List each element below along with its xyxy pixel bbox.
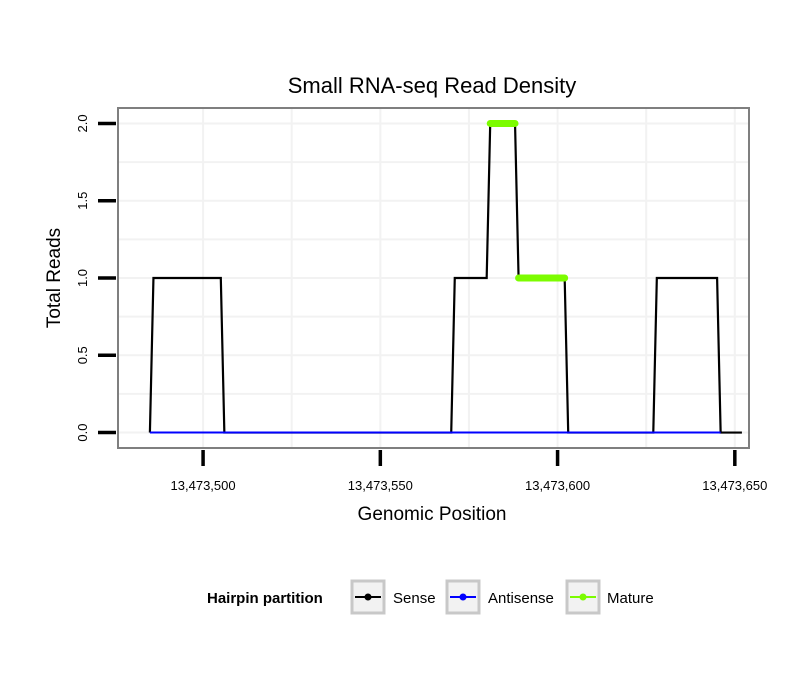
legend-key-point: [579, 593, 587, 601]
x-axis-title: Genomic Position: [358, 504, 507, 525]
grid: [118, 108, 749, 448]
x-axis: 13,473,500 13,473,550 13,473,600 13,473,650: [171, 450, 767, 493]
x-tick-label: 13,473,500: [171, 478, 236, 493]
legend: Hairpin partition Sense Antisense Mature: [207, 579, 654, 615]
x-tick-label: 13,473,600: [525, 478, 590, 493]
y-axis-title: Total Reads: [44, 228, 65, 328]
legend-key-point: [459, 593, 467, 601]
x-tick-label: 13,473,650: [702, 478, 767, 493]
plot-panel: [117, 107, 750, 449]
y-axis: 0.0 0.5 1.0 1.5 2.0: [75, 114, 116, 442]
y-tick-label: 2.0: [75, 114, 90, 132]
legend-key-point: [364, 593, 372, 601]
legend-label: Mature: [607, 590, 654, 607]
y-tick-label: 0.5: [75, 346, 90, 364]
legend-title: Hairpin partition: [207, 590, 323, 607]
y-tick-label: 0.0: [75, 424, 90, 442]
y-tick-label: 1.0: [75, 269, 90, 287]
chart-title: Small RNA-seq Read Density: [288, 73, 577, 98]
legend-label: Sense: [393, 590, 436, 607]
series-layer: [148, 119, 742, 434]
legend-label: Antisense: [488, 590, 554, 607]
y-tick-label: 1.5: [75, 192, 90, 210]
x-tick-label: 13,473,550: [348, 478, 413, 493]
